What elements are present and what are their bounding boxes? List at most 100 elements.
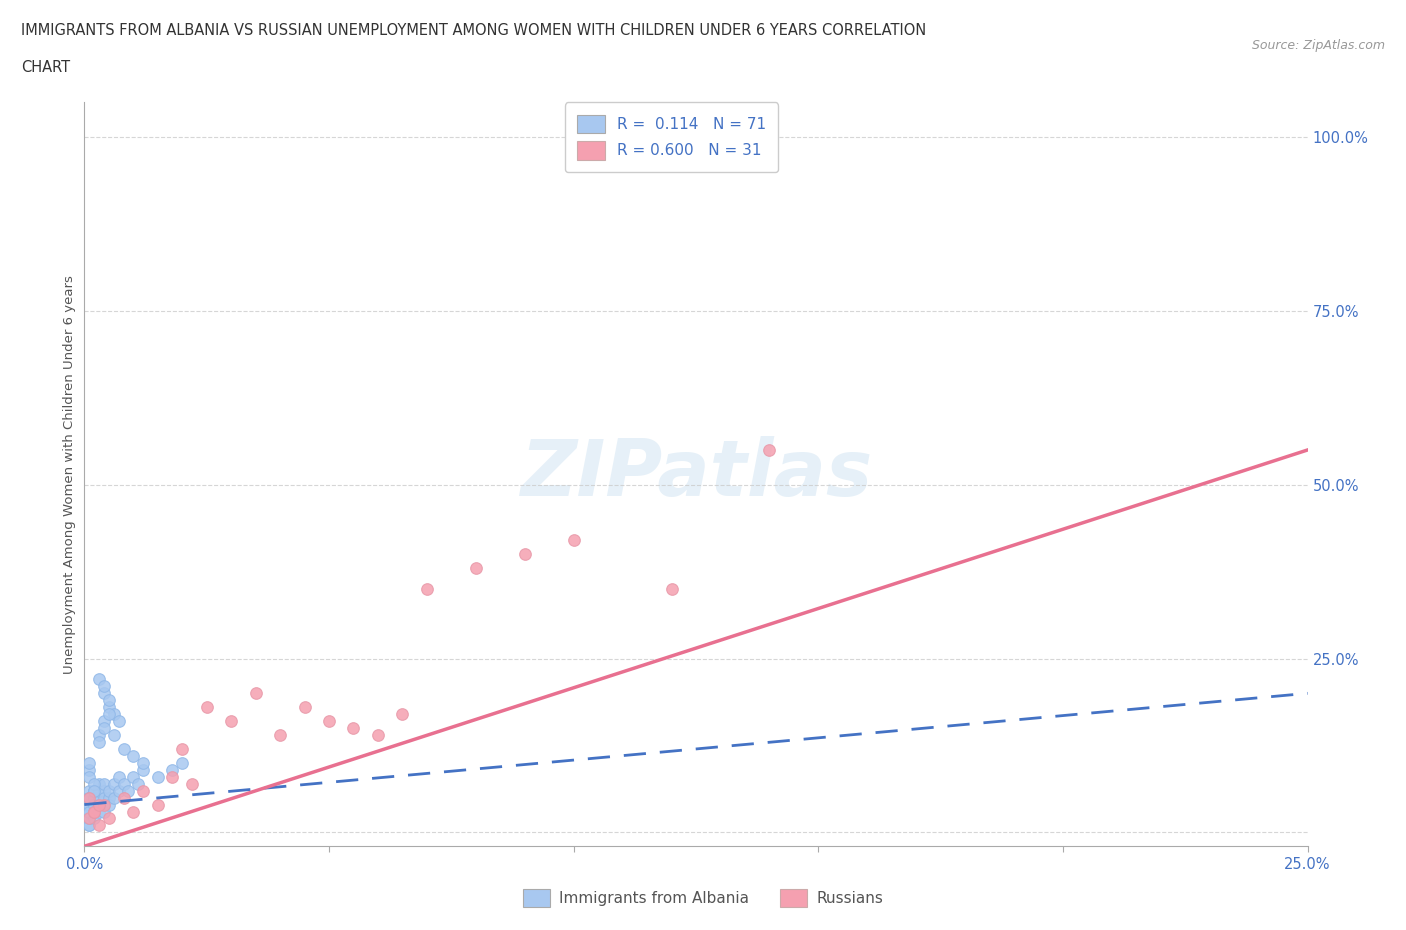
Point bbox=[103, 790, 125, 805]
Point bbox=[172, 741, 194, 756]
Point bbox=[77, 811, 100, 826]
Point bbox=[93, 797, 115, 812]
Point bbox=[87, 672, 110, 687]
Point bbox=[77, 790, 100, 805]
Point bbox=[245, 686, 267, 701]
Point bbox=[77, 763, 100, 777]
Point bbox=[127, 777, 149, 791]
Point bbox=[77, 790, 100, 805]
Point bbox=[83, 804, 105, 819]
Point bbox=[107, 769, 129, 784]
Point bbox=[562, 533, 585, 548]
Point bbox=[77, 811, 100, 826]
Point bbox=[122, 804, 145, 819]
Point bbox=[758, 443, 780, 458]
Point bbox=[77, 811, 100, 826]
Point bbox=[107, 713, 129, 728]
Point bbox=[342, 721, 364, 736]
Point bbox=[146, 797, 169, 812]
Point bbox=[93, 721, 115, 736]
Point bbox=[146, 769, 169, 784]
Point bbox=[112, 777, 135, 791]
Point bbox=[87, 790, 110, 805]
Point bbox=[132, 783, 155, 798]
Point bbox=[77, 818, 100, 833]
Point bbox=[661, 581, 683, 596]
Point bbox=[132, 763, 155, 777]
Point bbox=[77, 755, 100, 770]
Point bbox=[132, 755, 155, 770]
Point bbox=[87, 783, 110, 798]
Point bbox=[77, 811, 100, 826]
Text: IMMIGRANTS FROM ALBANIA VS RUSSIAN UNEMPLOYMENT AMONG WOMEN WITH CHILDREN UNDER : IMMIGRANTS FROM ALBANIA VS RUSSIAN UNEMP… bbox=[21, 23, 927, 38]
Point bbox=[195, 699, 218, 714]
Point bbox=[87, 727, 110, 742]
Point bbox=[294, 699, 316, 714]
Point bbox=[87, 777, 110, 791]
Point bbox=[97, 790, 120, 805]
Point bbox=[112, 741, 135, 756]
Point bbox=[97, 797, 120, 812]
Y-axis label: Unemployment Among Women with Children Under 6 years: Unemployment Among Women with Children U… bbox=[63, 275, 76, 673]
Point bbox=[77, 804, 100, 819]
Point bbox=[97, 693, 120, 708]
Point bbox=[87, 797, 110, 812]
Point bbox=[93, 713, 115, 728]
Point bbox=[122, 749, 145, 764]
Point bbox=[269, 727, 291, 742]
Point bbox=[87, 735, 110, 750]
Point bbox=[83, 783, 105, 798]
Point bbox=[77, 797, 100, 812]
Point bbox=[318, 713, 340, 728]
Point bbox=[103, 727, 125, 742]
Point bbox=[77, 797, 100, 812]
Point bbox=[93, 797, 115, 812]
Point bbox=[87, 804, 110, 819]
Point bbox=[83, 783, 105, 798]
Point bbox=[93, 686, 115, 701]
Point bbox=[83, 804, 105, 819]
Point bbox=[83, 811, 105, 826]
Point bbox=[97, 707, 120, 722]
Point bbox=[107, 783, 129, 798]
Point bbox=[77, 783, 100, 798]
Point bbox=[97, 699, 120, 714]
Point bbox=[77, 804, 100, 819]
Point bbox=[83, 777, 105, 791]
Point bbox=[93, 804, 115, 819]
Point bbox=[77, 804, 100, 819]
Point bbox=[122, 769, 145, 784]
Point bbox=[117, 783, 139, 798]
Point bbox=[77, 790, 100, 805]
Point bbox=[77, 790, 100, 805]
Point bbox=[77, 811, 100, 826]
Point bbox=[83, 797, 105, 812]
Point bbox=[513, 547, 536, 562]
Point bbox=[93, 790, 115, 805]
Point bbox=[367, 727, 389, 742]
Text: CHART: CHART bbox=[21, 60, 70, 75]
Text: Source: ZipAtlas.com: Source: ZipAtlas.com bbox=[1251, 39, 1385, 52]
Point bbox=[87, 797, 110, 812]
Point bbox=[93, 777, 115, 791]
Point bbox=[181, 777, 204, 791]
Point bbox=[97, 783, 120, 798]
Point bbox=[77, 818, 100, 833]
Point bbox=[464, 561, 486, 576]
Point bbox=[391, 707, 413, 722]
Point bbox=[97, 811, 120, 826]
Point bbox=[93, 783, 115, 798]
Point bbox=[83, 804, 105, 819]
Point bbox=[93, 679, 115, 694]
Point bbox=[416, 581, 439, 596]
Point bbox=[77, 769, 100, 784]
Point bbox=[83, 804, 105, 819]
Point bbox=[77, 804, 100, 819]
Legend: Immigrants from Albania, Russians: Immigrants from Albania, Russians bbox=[516, 884, 890, 913]
Point bbox=[219, 713, 242, 728]
Legend: R =  0.114   N = 71, R = 0.600   N = 31: R = 0.114 N = 71, R = 0.600 N = 31 bbox=[565, 102, 778, 172]
Point bbox=[103, 777, 125, 791]
Point bbox=[87, 818, 110, 833]
Point bbox=[83, 797, 105, 812]
Point bbox=[83, 790, 105, 805]
